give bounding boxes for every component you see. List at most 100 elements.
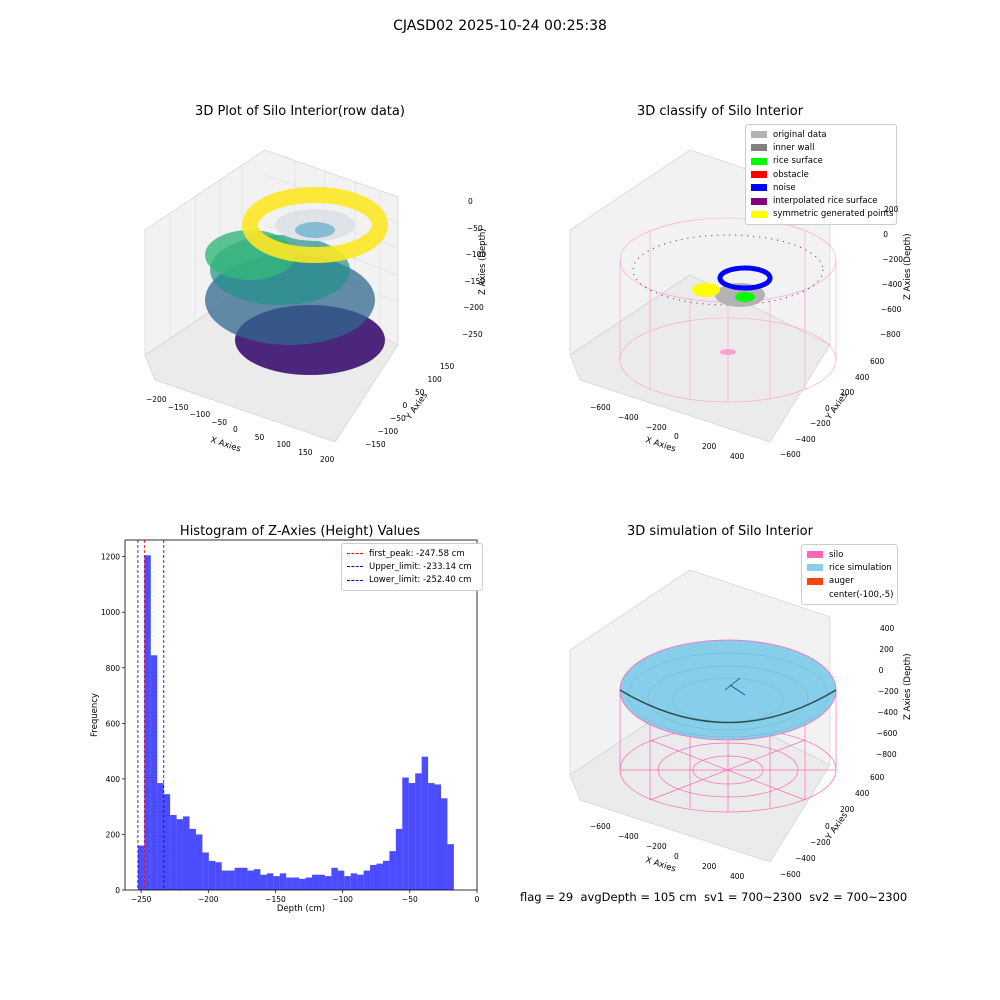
legend-swatch <box>751 144 767 152</box>
simulation-x-tick-label: 400 <box>730 872 745 881</box>
histogram-bar <box>241 867 248 890</box>
histogram-bar <box>163 794 171 890</box>
legend-item: silo <box>807 548 892 561</box>
histogram-bar <box>286 877 293 890</box>
histogram-bar <box>376 863 383 890</box>
classify-points <box>632 234 824 355</box>
histogram-bar <box>208 860 216 890</box>
histogram-y-tick-label: 800 <box>106 664 121 673</box>
classify-plot-title: 3D classify of Silo Interior <box>636 104 804 119</box>
legend-label: auger <box>829 576 854 587</box>
histogram-y-ticks: 0 200 400 600 800 1000 1200 <box>101 553 125 895</box>
histogram-bar <box>299 878 306 890</box>
raw-z-tick-label: 0 <box>468 197 473 206</box>
histogram-bar <box>189 828 196 890</box>
classify-z-tick-label: −200 <box>882 255 903 264</box>
simulation-z-tick-label: 0 <box>878 666 884 675</box>
legend-item: rice surface <box>751 155 891 168</box>
simulation-z-tick-label: 200 <box>879 645 894 654</box>
histogram-x-ticks: −250 −200 −150 −100 −50 0 <box>131 890 480 904</box>
histogram-bar <box>260 874 267 890</box>
legend-label: original data <box>773 129 827 140</box>
flag-value: flag = 29 <box>520 890 574 904</box>
legend-swatch <box>751 197 767 205</box>
simulation-rice-surface <box>619 639 837 741</box>
histogram-y-tick-label: 600 <box>106 719 121 728</box>
legend-swatch <box>807 591 823 598</box>
raw-y-tick-label: 150 <box>440 362 455 371</box>
histogram-bar <box>389 851 396 890</box>
histogram-bar <box>370 865 377 890</box>
histogram-bar <box>440 798 448 890</box>
raw-3d-plot: X Axies Y Axies Z Axies (Depth) <box>144 149 488 455</box>
classify-z-tick-label: −800 <box>880 330 901 339</box>
histogram-bar <box>415 773 422 890</box>
legend-item: auger <box>807 575 892 588</box>
raw-y-tick-label: −100 <box>377 427 399 436</box>
simulation-x-tick-label: 0 <box>674 852 679 861</box>
simulation-y-tick-label: 600 <box>870 773 885 782</box>
legend-label: silo <box>829 549 844 560</box>
classify-x-label: X Axies <box>644 435 677 454</box>
legend-swatch <box>751 171 767 179</box>
legend-label: rice surface <box>773 156 823 167</box>
classify-legend: original data inner wall rice surface obsta… <box>745 124 897 226</box>
raw-x-tick-label: 50 <box>254 432 265 442</box>
histogram-bar <box>312 874 319 890</box>
figure-title: CJASD02 2025-10-24 00:25:38 <box>393 18 607 34</box>
raw-point-cloud <box>205 187 388 375</box>
simulation-y-tick-label: 0 <box>825 821 830 831</box>
histogram-bar <box>202 852 209 890</box>
legend-label: Lower_limit: -252.40 cm <box>369 575 472 586</box>
histogram-bar <box>266 873 274 890</box>
classify-x-tick-label: −400 <box>618 412 639 422</box>
histogram-bar <box>324 876 332 890</box>
classify-3d-plot: X Axies Y Axies Z Axies (Depth) <box>569 149 913 455</box>
legend-item: center(-100,-5) <box>807 588 893 601</box>
histogram-bar <box>215 862 222 890</box>
simulation-plot-title: 3D simulation of Silo Interior <box>627 524 813 539</box>
legend-item: rice simulation <box>807 561 892 574</box>
histogram-bars <box>137 555 454 890</box>
simulation-x-tick-label: 200 <box>702 862 717 871</box>
legend-label: rice simulation <box>829 562 892 573</box>
histogram-bar <box>273 876 280 890</box>
legend-item: noise <box>751 181 891 194</box>
histogram-x-tick-label: 0 <box>475 895 480 904</box>
histogram-x-tick-label: −200 <box>198 895 219 904</box>
classify-y-tick-label: −400 <box>795 434 816 444</box>
legend-swatch <box>751 210 767 218</box>
sv1-value: sv1 = 700~2300 <box>704 890 802 904</box>
simulation-x-tick-label: −200 <box>646 842 667 851</box>
histogram-legend: first_peak: -247.58 cm Upper_limit: -233.… <box>341 543 483 591</box>
classify-z-tick-label: 200 <box>884 205 899 214</box>
raw-z-tick-label: −150 <box>464 276 485 286</box>
histogram-bar <box>279 873 287 890</box>
classify-z-tick-label: 0 <box>883 230 888 239</box>
histogram-bar <box>170 815 177 890</box>
simulation-y-tick-label: −400 <box>795 853 816 863</box>
raw-z-tick-label: −50 <box>466 223 483 233</box>
histogram-bar <box>350 873 358 890</box>
legend-label: inner wall <box>773 142 815 153</box>
legend-swatch <box>807 577 823 585</box>
classify-y-tick-label: 200 <box>840 388 855 397</box>
raw-x-tick-label: 150 <box>298 447 313 457</box>
simulation-y-tick-label: 200 <box>840 805 855 815</box>
legend-swatch <box>751 157 767 165</box>
classify-x-tick-label: −600 <box>590 403 611 412</box>
histogram-bar <box>402 777 409 890</box>
histogram-bar <box>234 867 242 890</box>
legend-item: first_peak: -247.58 cm <box>347 547 477 560</box>
raw-x-tick-label: −200 <box>146 395 167 404</box>
histogram-bar <box>428 783 435 890</box>
histogram-vlines <box>137 540 165 890</box>
raw-x-tick-label: −100 <box>189 410 211 419</box>
histogram-bar <box>421 756 429 890</box>
legend-item: obstacle <box>751 168 891 181</box>
histogram-x-tick-label: −100 <box>332 895 353 904</box>
raw-y-tick-label: 0 <box>402 401 408 410</box>
raw-x-tick-label: 200 <box>320 455 335 464</box>
histogram-bar <box>253 869 261 890</box>
legend-label: symmetric generated points <box>773 209 894 220</box>
